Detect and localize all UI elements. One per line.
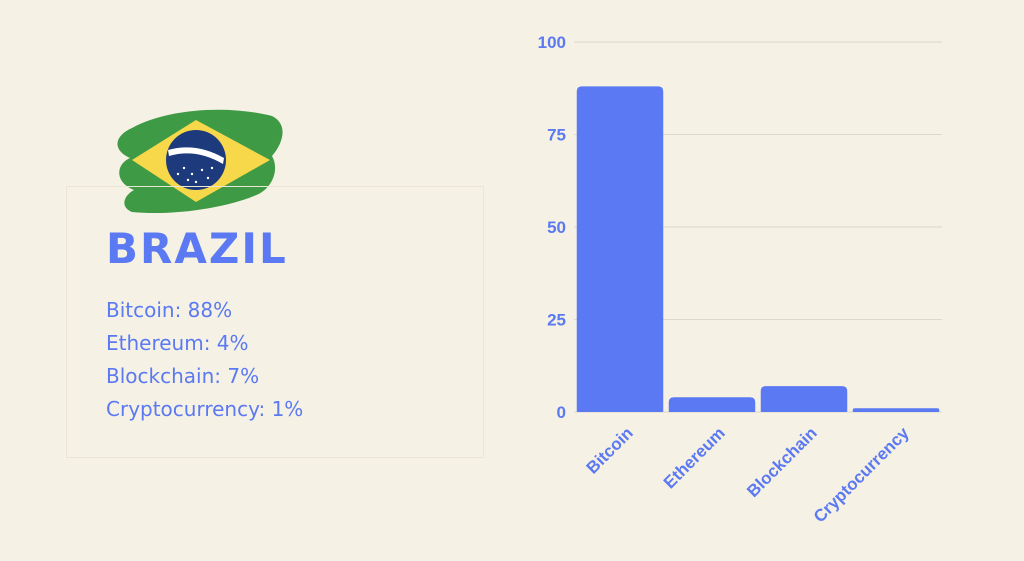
flag-blue-globe	[166, 130, 226, 190]
stat-cryptocurrency: Cryptocurrency: 1%	[106, 397, 304, 421]
flag-stars	[176, 166, 214, 184]
y-tick-label: 25	[547, 311, 566, 330]
x-tick-label: Ethereum	[660, 423, 729, 492]
bar	[852, 408, 940, 412]
bar	[760, 386, 848, 412]
stat-ethereum: Ethereum: 4%	[106, 331, 249, 355]
stat-bitcoin: Bitcoin: 88%	[106, 298, 233, 322]
bar-chart: 0 25 50 75 100 Bitcoin Ethereum BlockchainCrypt…	[538, 33, 942, 526]
bar	[668, 397, 756, 412]
info-panel	[66, 186, 484, 458]
y-tick-label: 0	[557, 403, 566, 422]
y-tick-label: 50	[547, 218, 566, 237]
x-tick-label: Blockchain	[743, 423, 821, 501]
stats-list: Bitcoin: 88% Ethereum: 4% Blockchain: 7%…	[106, 294, 303, 426]
stat-blockchain: Blockchain: 7%	[106, 364, 260, 388]
country-title: BRAZIL	[106, 224, 288, 273]
bar	[576, 86, 664, 413]
flag-globe-band	[168, 147, 224, 164]
y-tick-label: 100	[538, 33, 566, 52]
x-tick-label: Bitcoin	[583, 423, 637, 477]
x-tick-label: Cryptocurrency	[810, 423, 913, 526]
y-tick-label: 75	[547, 126, 566, 145]
brazil-flag-icon	[117, 109, 283, 214]
